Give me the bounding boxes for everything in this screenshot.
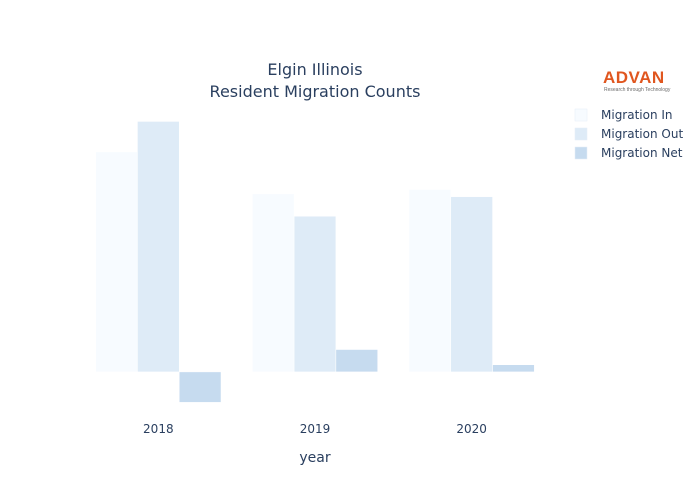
bar-migration-out-2020[interactable] [450,196,493,373]
legend-label: Migration Out [601,127,683,141]
legend: Migration In Migration Out Migration Net [574,108,683,160]
legend-item-migration-net[interactable]: Migration Net [574,146,683,160]
bar-migration-net-2019[interactable] [335,349,378,373]
legend-label: Migration Net [601,146,683,160]
chart-title-line2: Resident Migration Counts [210,82,421,101]
plot-area [95,121,535,403]
x-axis-ticks: 2018 2019 2020 [143,422,487,436]
x-tick-label: 2019 [300,422,331,436]
x-axis-title: year [299,450,330,466]
bar-migration-in-2020[interactable] [408,189,452,373]
bar-migration-in-2018[interactable] [95,151,138,373]
legend-item-migration-in[interactable]: Migration In [574,108,673,122]
legend-swatch [574,146,588,160]
bar-migration-out-2018[interactable] [137,121,180,373]
bar-migration-net-2020[interactable] [492,364,535,373]
legend-item-migration-out[interactable]: Migration Out [574,127,683,141]
chart-title-line1: Elgin Illinois [267,60,362,79]
logo-tagline: Research through Technology [604,87,671,93]
logo-wordmark: ADVAN [603,68,665,87]
x-tick-label: 2018 [143,422,174,436]
x-tick-label: 2020 [456,422,487,436]
bar-migration-net-2018[interactable] [178,371,222,403]
bar-migration-out-2019[interactable] [293,215,337,373]
bar-migration-in-2019[interactable] [252,193,295,373]
chart-title: Elgin Illinois Resident Migration Counts [210,60,421,101]
legend-label: Migration In [601,108,673,122]
legend-swatch [574,108,588,122]
advan-logo: ADVAN Research through Technology [603,68,671,93]
legend-swatch [574,127,588,141]
